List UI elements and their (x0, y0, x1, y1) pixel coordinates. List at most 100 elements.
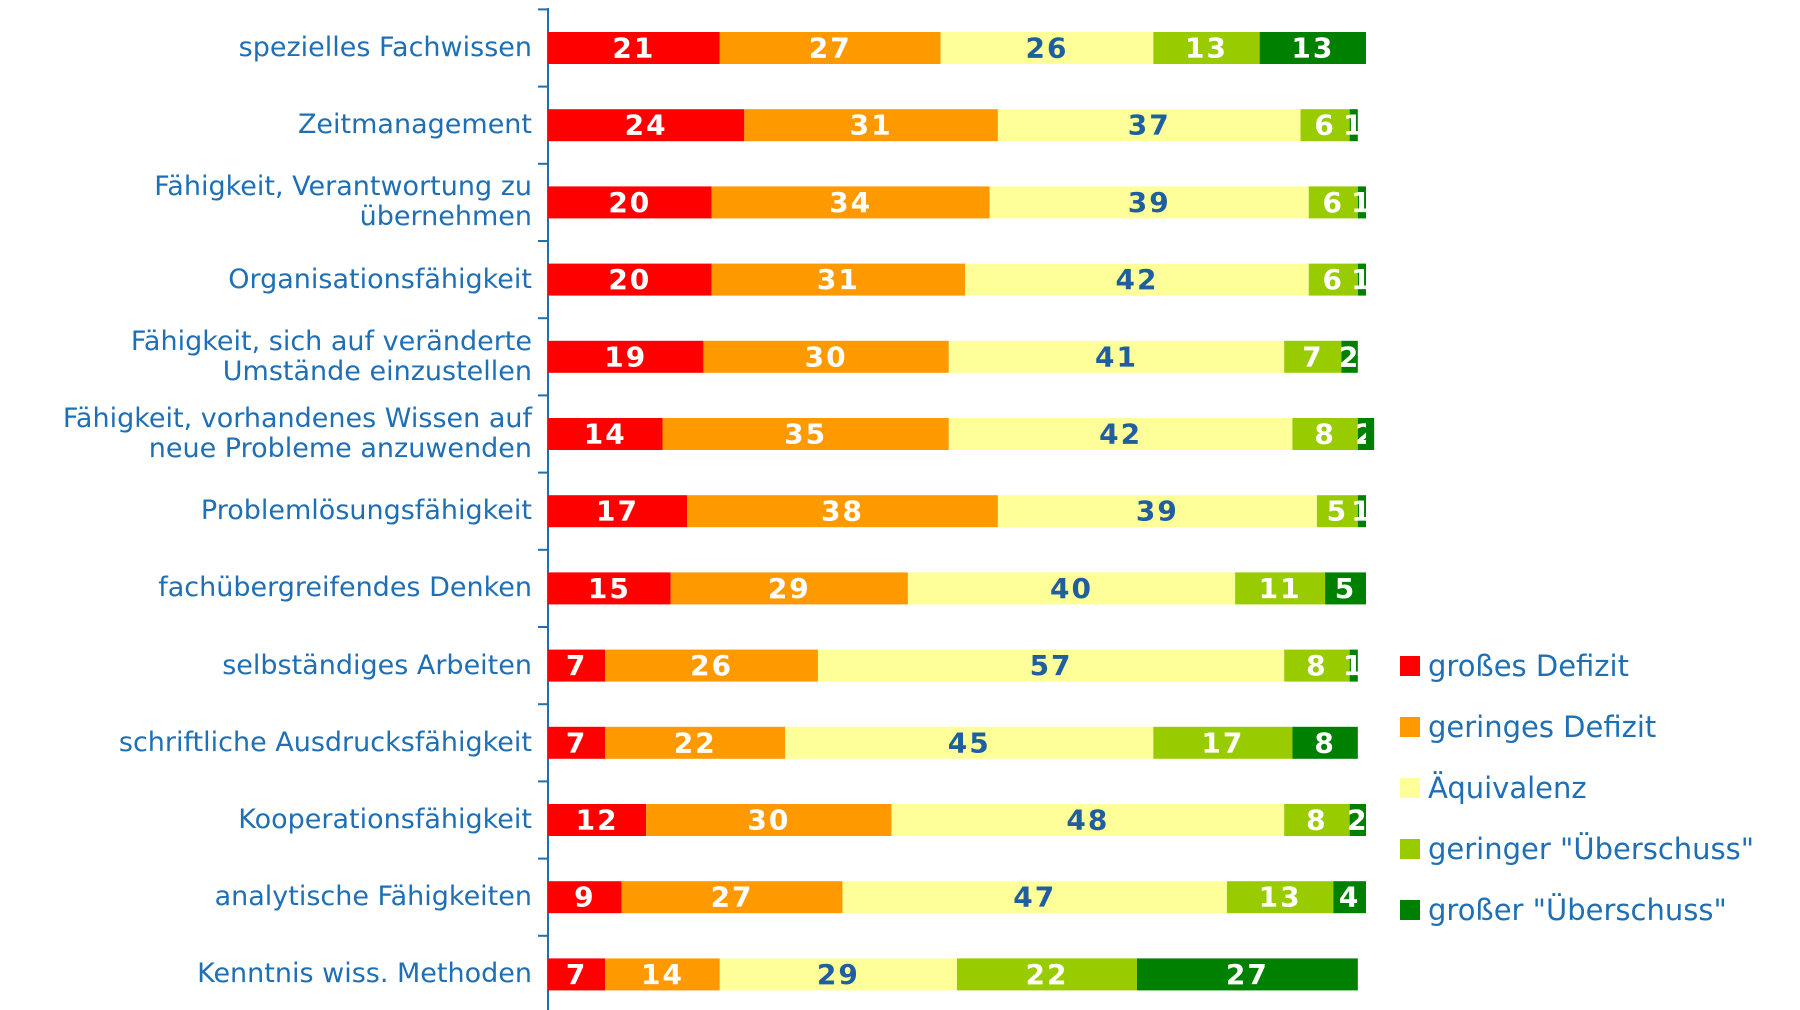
value-label: 31 (850, 109, 893, 142)
value-label: 11 (1259, 572, 1302, 605)
legend-label: geringes Defizit (1428, 710, 1656, 744)
bar-segment (548, 418, 663, 450)
bar-segment (1349, 649, 1358, 682)
value-label: 17 (596, 495, 639, 528)
legend-swatch (1400, 778, 1420, 798)
value-label: 35 (784, 418, 827, 451)
value-label: 7 (566, 649, 587, 682)
value-label: 12 (576, 804, 619, 837)
value-label: 13 (1259, 881, 1302, 914)
bar-segment (997, 495, 1317, 528)
bar-segment (548, 495, 688, 528)
category-label: analytische Fähigkeiten (214, 881, 532, 913)
value-label: 24 (625, 109, 668, 142)
value-label: 7 (566, 958, 587, 991)
bar-segment (948, 340, 1285, 373)
value-label: 40 (1050, 572, 1093, 605)
value-label: 1 (1351, 495, 1372, 528)
category-label: Kenntnis wiss. Methoden (197, 958, 532, 990)
bar-segment (605, 649, 818, 682)
value-label: 7 (1302, 340, 1323, 373)
bar-segment (1259, 32, 1366, 64)
category-label: schriftliche Ausdrucksfähigkeit (118, 726, 532, 758)
value-label: 45 (948, 726, 991, 759)
value-label: 1 (1343, 109, 1364, 142)
bar-segment (948, 418, 1293, 450)
bar-segment (605, 958, 720, 991)
bar-segment (548, 340, 704, 373)
value-label: 26 (1025, 32, 1068, 65)
bar-segment (842, 881, 1227, 914)
bar-segment (1341, 340, 1358, 373)
value-label: 15 (588, 572, 631, 605)
bar-segment (548, 804, 647, 836)
value-label: 42 (1099, 418, 1142, 451)
value-label: 13 (1291, 32, 1334, 65)
bar-segment (965, 263, 1309, 296)
bar-segment (1153, 726, 1293, 759)
bar-segment (940, 32, 1154, 64)
bar-segment (719, 958, 957, 991)
bar-segment (548, 32, 720, 64)
bar-segment (548, 572, 671, 605)
value-label: 42 (1115, 263, 1158, 296)
value-label: 5 (1335, 572, 1356, 605)
bar-segment (1153, 32, 1260, 64)
legend-swatch (1400, 656, 1420, 676)
value-label: 17 (1201, 726, 1244, 759)
bar-segment (1284, 340, 1342, 373)
bar-segment (1308, 263, 1358, 296)
value-label: 34 (829, 186, 872, 219)
value-label: 57 (1030, 649, 1073, 682)
value-label: 6 (1323, 263, 1344, 296)
bar-segment (548, 881, 622, 914)
bar-segment (646, 804, 892, 836)
value-label: 4 (1339, 881, 1360, 914)
bar-segment (662, 418, 949, 450)
bar-segment (1235, 572, 1326, 605)
category-label: selbständiges Arbeiten (222, 649, 532, 681)
value-label: 1 (1343, 649, 1364, 682)
value-label: 20 (608, 263, 651, 296)
value-label: 1 (1351, 186, 1372, 219)
category-label: Zeitmanagement (297, 109, 532, 141)
value-label: 27 (809, 32, 852, 65)
bar-segment (1349, 804, 1366, 836)
value-label: 8 (1314, 418, 1335, 451)
bar-segment (1136, 958, 1358, 991)
bar-segment (817, 649, 1285, 682)
bar-segment (1333, 881, 1366, 914)
value-label: 27 (1226, 958, 1269, 991)
bar-segment (744, 109, 998, 142)
bar-segment (1226, 881, 1334, 914)
bar-segment (1292, 418, 1358, 450)
bar-segment (1316, 495, 1358, 528)
category-label: Fähigkeit, vorhandenes Wissen auf neue P… (62, 403, 532, 464)
category-label: Organisationsfähigkeit (228, 263, 532, 295)
value-label: 8 (1306, 804, 1327, 837)
bar-segment (1308, 186, 1358, 219)
bar-segment (548, 726, 606, 759)
value-label: 1 (1351, 263, 1372, 296)
bar-segment (719, 32, 941, 64)
value-label: 6 (1314, 109, 1335, 142)
value-label: 7 (566, 726, 587, 759)
value-label: 37 (1128, 109, 1171, 142)
bar-segment (989, 186, 1309, 219)
bar-segment (711, 263, 966, 296)
value-label: 19 (604, 340, 647, 373)
bar-segment (703, 340, 949, 373)
bar-segment (785, 726, 1154, 759)
value-label: 20 (608, 186, 651, 219)
value-label: 39 (1128, 186, 1171, 219)
value-label: 9 (574, 881, 595, 914)
bar-segment (548, 186, 712, 219)
value-label: 47 (1013, 881, 1056, 914)
value-label: 41 (1095, 340, 1138, 373)
bar-segment (997, 109, 1301, 142)
value-label: 14 (641, 958, 684, 991)
value-label: 2 (1347, 804, 1368, 837)
bar-segment (548, 958, 606, 991)
